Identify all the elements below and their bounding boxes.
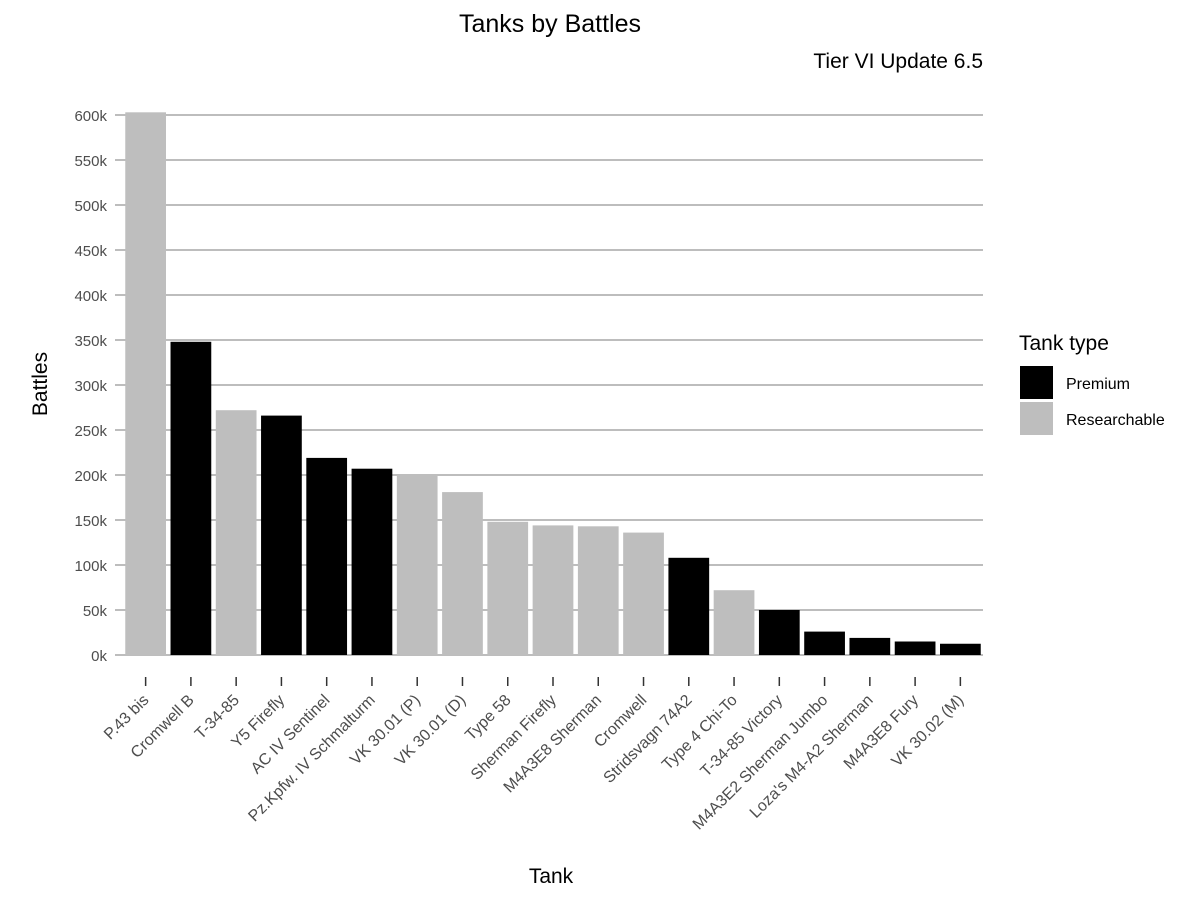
bar: [170, 341, 212, 655]
y-tick-label: 50k: [83, 603, 108, 620]
bar: [940, 643, 981, 655]
y-tick-label: 0k: [91, 648, 107, 665]
legend-label: Researchable: [1066, 412, 1165, 429]
legend: Tank type Premium Researchable: [1019, 332, 1165, 435]
y-tick-label: 300k: [74, 378, 107, 395]
bar: [894, 641, 936, 655]
chart-title: Tanks by Battles: [459, 10, 641, 38]
legend-title: Tank type: [1019, 332, 1109, 355]
y-tick-label: 450k: [74, 243, 107, 260]
legend-swatch: [1020, 402, 1053, 435]
x-tick-label: AC IV Sentinel: [248, 692, 334, 778]
y-tick-label: 350k: [74, 333, 107, 350]
y-axis: 0k 50k 100k 150k 200k 250k 300k 350k 400k 450k 500…: [74, 108, 107, 665]
bar: [442, 492, 483, 655]
bar: [668, 557, 710, 655]
bar: [396, 474, 438, 655]
y-tick-label: 550k: [74, 153, 107, 170]
bar: [125, 112, 166, 656]
bar: [261, 415, 302, 655]
y-tick-label: 200k: [74, 468, 107, 485]
y-tick-label: 100k: [74, 558, 107, 575]
y-tick-label: 250k: [74, 423, 107, 440]
y-tick-label: 500k: [74, 198, 107, 215]
y-tick-label: 150k: [74, 513, 107, 530]
chart-subtitle: Tier VI Update 6.5: [813, 50, 983, 73]
y-tick-label: 400k: [74, 288, 107, 305]
bars: [125, 112, 981, 656]
legend-label: Premium: [1066, 376, 1130, 393]
bar: [849, 637, 891, 655]
bar: [713, 590, 755, 655]
bar: [306, 457, 348, 655]
bar: [804, 631, 845, 655]
grid-lines: [115, 114, 983, 656]
bar: [215, 410, 257, 655]
bar: [532, 525, 574, 655]
legend-swatch: [1020, 366, 1053, 399]
bar: [351, 468, 393, 655]
y-axis-label: Battles: [29, 352, 52, 416]
y-tick-label: 600k: [74, 108, 107, 125]
bar: [577, 526, 619, 655]
bar: [758, 610, 800, 655]
x-axis-label: Tank: [529, 865, 574, 888]
x-tick-label: T-34-85 Victory: [698, 692, 787, 781]
bar: [487, 521, 529, 655]
bar: [623, 532, 664, 655]
